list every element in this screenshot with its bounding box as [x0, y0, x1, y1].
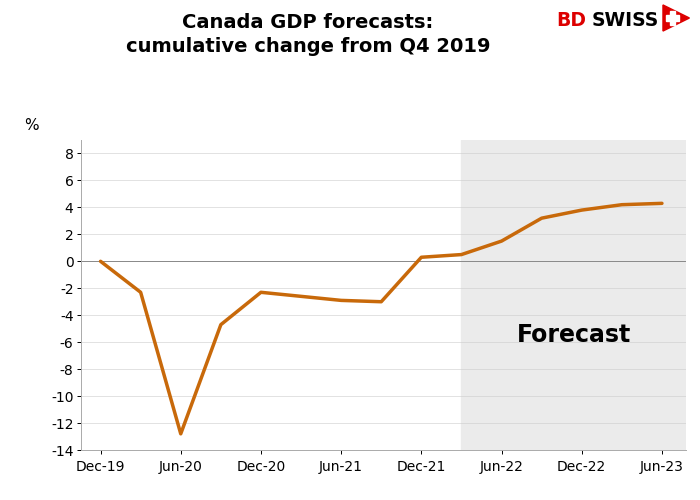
Text: Forecast: Forecast	[517, 324, 631, 347]
Text: SWISS: SWISS	[592, 11, 659, 30]
Text: %: %	[25, 118, 38, 132]
Text: cumulative change from Q4 2019: cumulative change from Q4 2019	[126, 38, 490, 56]
Bar	[670, 12, 676, 24]
Text: BD: BD	[556, 11, 587, 30]
Bar	[666, 16, 679, 20]
Bar	[461, 140, 686, 450]
Text: Canada GDP forecasts:: Canada GDP forecasts:	[183, 12, 433, 32]
Polygon shape	[663, 5, 690, 31]
